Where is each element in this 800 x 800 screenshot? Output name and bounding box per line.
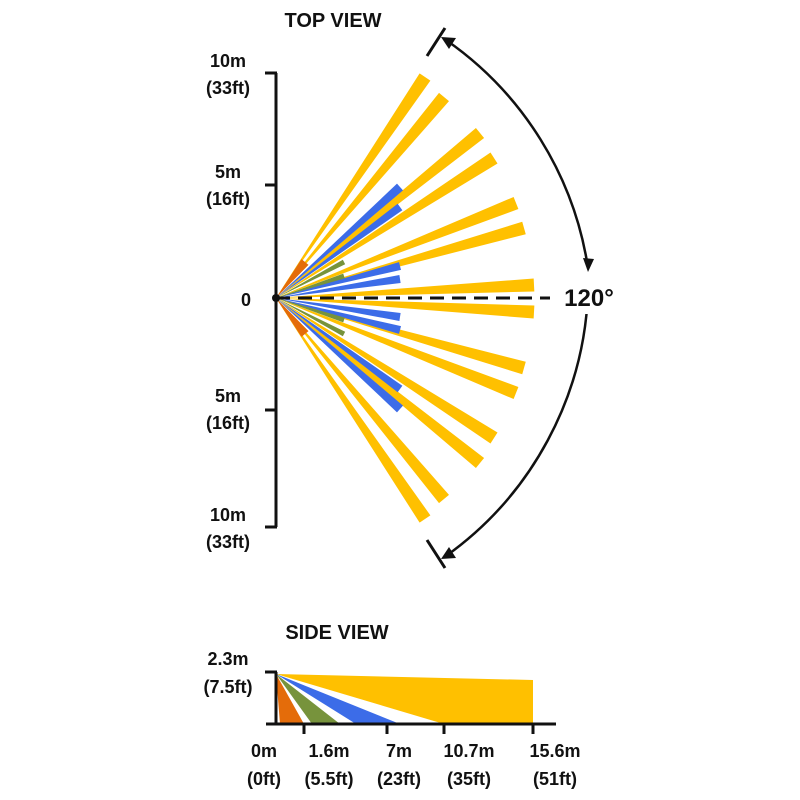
yellow-beam-mirror-4	[276, 298, 519, 400]
orange-beam-mirror-0	[276, 298, 309, 337]
yellow-beam-3	[276, 152, 498, 298]
x-label-1-6m: 1.6m	[308, 741, 349, 761]
angle-arc-indicator	[425, 27, 594, 569]
yellow-beam-mirror-2	[276, 298, 485, 469]
yellow-beam-mirror-3	[276, 298, 498, 444]
blue-beam-mirror-3	[276, 298, 401, 321]
y-label-bottom-16ft: (16ft)	[206, 413, 250, 433]
side-gap-white	[276, 674, 430, 724]
green-beam-mirror-1	[276, 298, 345, 323]
blue-beam-0	[276, 183, 404, 298]
y-label-bottom-33ft: (33ft)	[206, 532, 250, 552]
side-view-axes	[265, 670, 556, 734]
yellow-beam-6	[276, 278, 535, 298]
arrowhead-mid-down-icon	[583, 258, 594, 272]
top-view-y-labels: 10m (33ft) 5m (16ft) 0 5m (16ft) 10m (33…	[206, 51, 251, 552]
y-label-top-16ft: (16ft)	[206, 189, 250, 209]
yellow-beam-7	[276, 298, 535, 319]
side-beam-orange	[276, 674, 304, 724]
side-beam-yellow	[276, 674, 533, 724]
side-gap-white-2	[276, 674, 346, 724]
arc-limit-tick-bottom	[425, 539, 447, 569]
green-beam-0	[276, 259, 346, 298]
x-label-15-6m: 15.6m	[529, 741, 580, 761]
yellow-beam-mirror-0	[276, 298, 431, 523]
side-view-title: SIDE VIEW	[285, 622, 388, 644]
side-height-label-ft: (7.5ft)	[204, 677, 253, 697]
green-beam-1	[276, 273, 345, 298]
yellow-beam-4	[276, 196, 519, 298]
y-label-top-5m: 5m	[215, 162, 241, 182]
yellow-beam-2	[276, 127, 485, 299]
arrowhead-bottom-icon	[441, 547, 456, 559]
yellow-beam-1	[276, 92, 449, 298]
x-label-0m: 0m	[251, 741, 277, 761]
y-label-top-10m: 10m	[210, 51, 246, 71]
y-label-top-33ft: (33ft)	[206, 78, 250, 98]
green-beam-mirror-0	[276, 298, 346, 337]
top-view-title: TOP VIEW	[284, 10, 381, 32]
top-view-beams	[276, 73, 535, 523]
x-label-51ft: (51ft)	[533, 769, 577, 789]
y-label-zero: 0	[241, 290, 251, 310]
x-label-23ft: (23ft)	[377, 769, 421, 789]
angle-label: 120°	[564, 285, 614, 312]
side-beam-green	[276, 674, 340, 724]
x-label-35ft: (35ft)	[447, 769, 491, 789]
side-view-beams	[276, 674, 533, 724]
blue-beam-mirror-0	[276, 298, 404, 413]
x-label-10-7m: 10.7m	[443, 741, 494, 761]
x-label-7m: 7m	[386, 741, 412, 761]
top-view-vertical-axis	[265, 71, 278, 529]
blue-beam-3	[276, 275, 401, 298]
blue-beam-1	[276, 203, 403, 298]
x-label-0ft: (0ft)	[247, 769, 281, 789]
side-view-x-labels: 0m (0ft) 1.6m (5.5ft) 7m (23ft) 10.7m (3…	[247, 741, 581, 789]
angle-label-bg	[552, 282, 622, 314]
blue-beam-mirror-1	[276, 298, 403, 393]
arc-limit-tick-top	[425, 27, 447, 57]
y-label-bottom-10m: 10m	[210, 505, 246, 525]
arc-upper	[445, 38, 590, 269]
y-label-bottom-5m: 5m	[215, 386, 241, 406]
x-label-5-5ft: (5.5ft)	[305, 769, 354, 789]
yellow-beam-0	[276, 73, 431, 298]
arrowhead-top-icon	[441, 37, 456, 49]
side-height-label-m: 2.3m	[207, 649, 248, 669]
side-beam-blue	[276, 674, 400, 724]
arc-lower	[445, 291, 590, 558]
orange-beam-0	[276, 259, 309, 298]
yellow-beam-mirror-1	[276, 298, 449, 504]
